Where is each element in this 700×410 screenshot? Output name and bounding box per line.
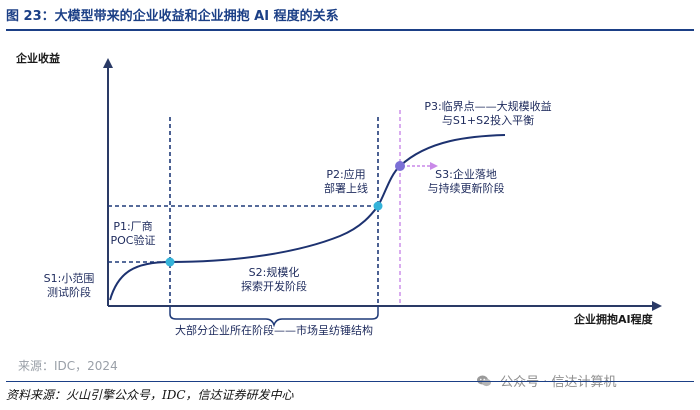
source-note: 来源：IDC，2024 xyxy=(18,359,118,373)
s2-label-line-1: S2:规模化 xyxy=(248,266,300,279)
s2-label-line-2: 探索开发阶段 xyxy=(241,280,307,293)
p2-label-line-2: 部署上线 xyxy=(324,182,368,195)
s3-label: S3:企业落地 与持续更新阶段 xyxy=(416,168,516,196)
figure-title: 图 23：大模型带来的企业收益和企业拥抱 AI 程度的关系 xyxy=(6,9,339,24)
s1-label-line-2: 测试阶段 xyxy=(47,286,91,299)
s3-label-line-1: S3:企业落地 xyxy=(435,168,497,181)
p1-label-line-2: POC验证 xyxy=(110,234,156,247)
y-axis-label: 企业收益 xyxy=(16,52,60,65)
wechat-icon xyxy=(476,373,492,389)
p1-label: P1:厂商 POC验证 xyxy=(102,220,164,248)
benefit-curve xyxy=(109,134,506,301)
p3-label-line-2: 与S1+S2投入平衡 xyxy=(441,114,535,127)
s1-label-line-1: S1:小范围 xyxy=(43,272,95,285)
s3-label-line-2: 与持续更新阶段 xyxy=(427,182,505,195)
title-divider xyxy=(6,29,694,31)
p3-label: P3:临界点——大规模收益 与S1+S2投入平衡 xyxy=(398,100,578,128)
p1-label-line-1: P1:厂商 xyxy=(113,220,153,233)
p1-dot xyxy=(165,257,175,267)
watermark-text: 公众号 · 信达计算机 xyxy=(500,375,617,390)
footer-source: 资料来源：火山引擎公众号，IDC，信达证券研发中心 xyxy=(6,388,294,402)
p3-label-line-1: P3:临界点——大规模收益 xyxy=(424,100,552,113)
p2-label: P2:应用 部署上线 xyxy=(316,168,376,196)
p3-dot xyxy=(395,161,405,171)
x-axis-label: 企业拥抱AI程度 xyxy=(574,313,653,326)
s2-label: S2:规模化 探索开发阶段 xyxy=(224,266,324,294)
stage-brace xyxy=(169,306,379,328)
s1-label: S1:小范围 测试阶段 xyxy=(34,272,104,300)
footer-divider xyxy=(6,381,694,382)
p2-label-line-1: P2:应用 xyxy=(326,168,366,181)
brace-label: 大部分企业所在阶段——市场呈纺锤结构 xyxy=(175,324,373,337)
p2-dot xyxy=(373,201,383,211)
watermark: 公众号 · 信达计算机 xyxy=(476,371,696,391)
